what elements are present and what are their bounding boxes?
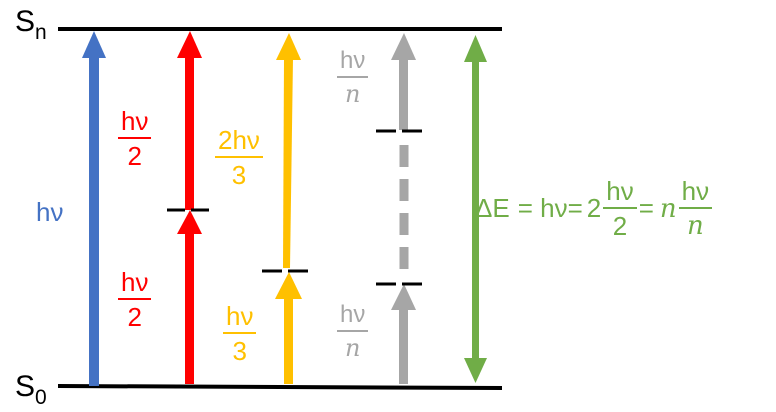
yellow-arrow-upper [276,33,301,268]
yellow-top-fraction-bar [215,156,263,158]
gray-top-denominator: n [344,80,361,108]
blue-photon-label: hν [36,197,64,227]
red-arrow-lower [177,210,202,384]
red-bottom-numerator: hν [121,267,149,297]
gray-arrow-lower [391,284,416,384]
gray-top-numerator: hν [340,47,366,74]
equation-coefficient-2: 2 [586,193,602,223]
equation-fraction-n-bar [678,207,713,209]
upper-state-subscript: n [35,21,47,44]
yellow-bottom-fraction-bar [223,332,257,334]
gray-arrow-upper [391,33,416,130]
gray-top-fraction-bar [337,76,369,78]
blue-arrow [82,31,106,386]
gray-bottom-fraction-bar [337,330,369,332]
gray-bottom-numerator: hν [340,301,366,328]
yellow-arrow-lower [275,272,302,384]
equation-fraction-2-denominator: 2 [612,211,628,241]
equation-fraction-n: hν n [678,176,713,241]
green-energy-gap-arrow [464,35,487,383]
energy-equation: ΔE = hν= 2 hν 2 = n hν n [475,178,714,239]
lower-state-label: S0 [15,370,47,409]
lower-level-line [57,384,503,390]
yellow-top-numerator: 2hν [218,125,260,155]
yellow-bottom-denominator: 3 [232,336,247,366]
equation-fraction-2-numerator: hν [606,176,634,206]
upper-state-label: Sn [15,5,47,44]
red-bottom-denominator: 2 [127,302,142,332]
equation-fraction-n-denominator: n [687,211,704,241]
red-bottom-fraction-bar [118,298,152,300]
lower-state-subscript: 0 [35,386,47,409]
red-arrow-upper [177,31,202,210]
red-top-numerator: hν [121,106,149,136]
equation-coefficient-n: n [659,193,677,224]
upper-state-base: S [15,5,36,38]
equation-delta-e: ΔE [475,193,510,223]
red-top-fraction-bar [118,137,152,139]
red-top-denominator: 2 [127,141,142,171]
red-bottom-fraction: hν 2 [118,267,152,332]
lower-state-base: S [15,370,36,403]
yellow-top-fraction: 2hν 3 [215,127,263,188]
gray-top-fraction: hν n [337,47,369,108]
equation-fraction-n-numerator: hν [681,176,710,206]
gray-bottom-denominator: n [344,334,361,362]
equation-equals-hv: = hν= [517,193,583,223]
gray-bottom-fraction: hν n [337,301,369,362]
yellow-bottom-numerator: hν [226,301,254,331]
equation-fraction-2: hν 2 [603,176,637,241]
yellow-top-denominator: 3 [231,160,247,190]
equation-fraction-2-bar [603,207,637,209]
red-top-fraction: hν 2 [118,106,152,171]
yellow-bottom-fraction: hν 3 [223,301,257,366]
equation-equals: = [638,193,654,223]
